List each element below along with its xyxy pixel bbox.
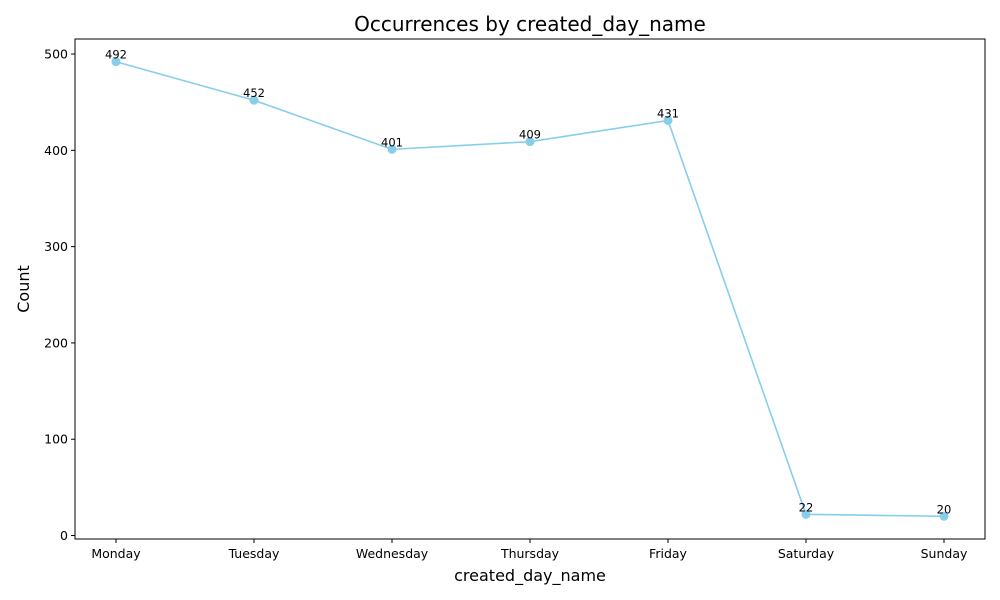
x-tick-label: Sunday <box>921 546 968 561</box>
y-tick-label: 100 <box>44 432 68 447</box>
y-axis-ticks: 0 100 200 300 400 500 <box>44 47 75 543</box>
x-tick-label: Wednesday <box>356 546 429 561</box>
x-tick-label: Thursday <box>500 546 560 561</box>
x-axis-label: created_day_name <box>454 566 606 586</box>
data-point-marker <box>111 57 121 67</box>
series-markers <box>111 57 949 521</box>
x-axis-ticks: Monday Tuesday Wednesday Thursday Friday Satu… <box>91 539 968 561</box>
data-labels: 492 452 401 409 431 22 20 <box>105 48 951 517</box>
data-point-label: 452 <box>243 86 265 100</box>
data-point-label: 492 <box>105 48 127 62</box>
plot-area-frame <box>74 38 986 540</box>
y-tick-label: 0 <box>60 528 68 543</box>
x-tick-label: Friday <box>649 546 687 561</box>
x-tick-label: Tuesday <box>228 546 280 561</box>
chart-title: Occurrences by created_day_name <box>354 12 706 36</box>
y-tick-label: 300 <box>44 239 68 254</box>
data-point-marker <box>387 144 397 154</box>
data-point-marker <box>525 137 535 147</box>
y-tick-label: 400 <box>44 143 68 158</box>
data-point-label: 409 <box>519 128 541 142</box>
x-tick-label: Monday <box>91 546 141 561</box>
data-point-label: 401 <box>381 135 403 149</box>
x-tick-label: Saturday <box>778 546 835 561</box>
data-point-marker <box>249 95 259 105</box>
data-point-label: 431 <box>657 106 679 120</box>
data-point-label: 20 <box>937 502 952 516</box>
data-point-marker <box>801 509 811 519</box>
data-point-marker <box>663 115 673 125</box>
y-tick-label: 500 <box>44 47 68 62</box>
y-tick-label: 200 <box>44 335 68 350</box>
data-point-marker <box>939 511 949 521</box>
data-point-label: 22 <box>799 500 814 514</box>
y-axis-label: Count <box>14 265 33 313</box>
